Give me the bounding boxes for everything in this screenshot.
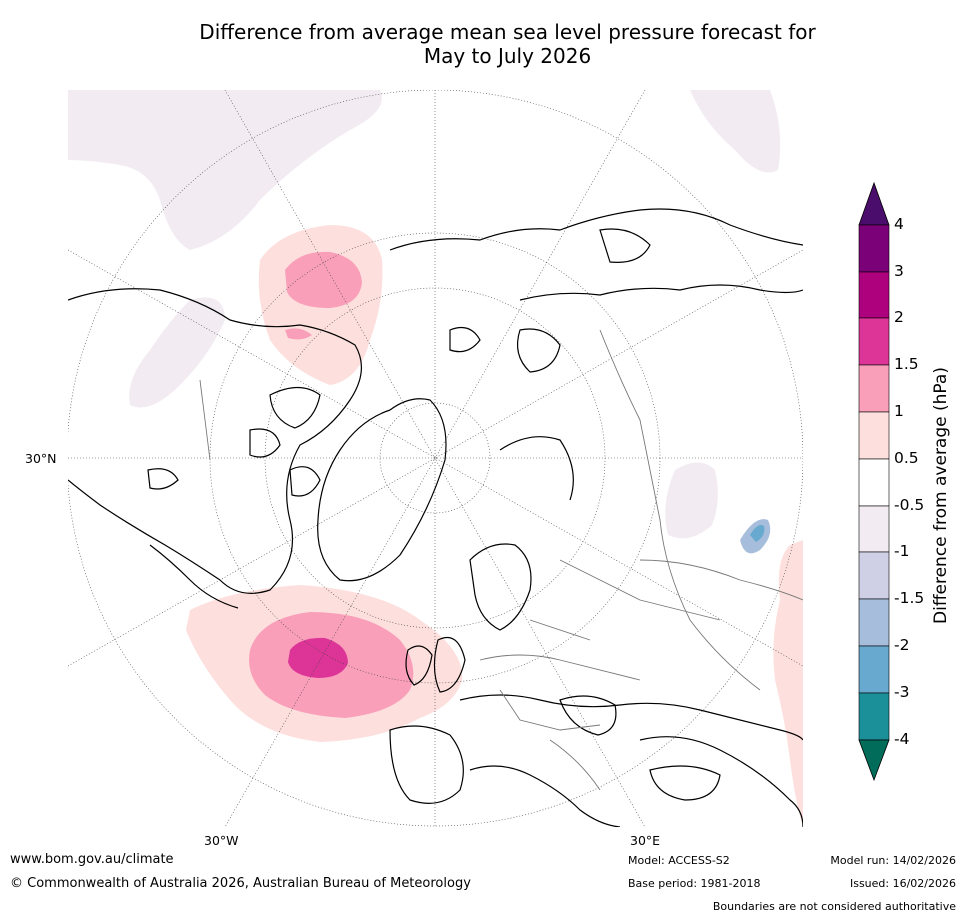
colorbar-label-2: 2 [894, 308, 904, 326]
colorbar-seg-1-1.5 [858, 364, 890, 413]
colorbar-extend-bottom [858, 739, 890, 782]
colorbar-label-1.5: 1.5 [894, 355, 919, 373]
graticule [68, 90, 803, 827]
footer-model-run: Model run: 14/02/2026 [830, 854, 956, 867]
chart-title-line2: May to July 2026 [423, 44, 592, 68]
anomaly-neg-0.5-alaska [129, 297, 225, 408]
label-30n: 30°N [25, 451, 57, 466]
colorbar-seg-neg2-neg3 [858, 645, 890, 694]
colorbar-label-neg1: -1 [894, 542, 910, 560]
colorbar-seg-neg3-neg4 [858, 692, 890, 741]
colorbar-label-neg3: -3 [894, 683, 910, 701]
footer-copyright: © Commonwealth of Australia 2026, Austra… [10, 876, 471, 891]
colorbar-label-3: 3 [894, 262, 904, 280]
colorbar-label-4: 4 [894, 215, 904, 233]
label-30w: 30°W [204, 833, 239, 848]
anomaly-pos-0.5-middle-east [773, 540, 803, 827]
colorbar-title: Difference from average (hPa) [931, 367, 951, 624]
colorbar-seg-neg0.5-neg1 [858, 505, 890, 553]
anomaly-neg-0.5-northeast [690, 90, 781, 173]
colorbar-label-neg2: -2 [894, 636, 910, 654]
colorbar-extend-top [858, 181, 890, 226]
colorbar-label-neg1.5: -1.5 [894, 589, 925, 607]
footer-issued: Issued: 16/02/2026 [849, 877, 956, 890]
chart-title: Difference from average mean sea level p… [0, 20, 965, 68]
label-30e: 30°E [630, 833, 661, 848]
footer-website[interactable]: www.bom.gov.au/climate [10, 852, 174, 867]
coastlines [68, 208, 803, 827]
anomaly-neg-0.5-russia [665, 462, 718, 539]
anomaly-pos-1-pacific-small [285, 328, 312, 340]
colorbar-seg-neg1.5-neg2 [858, 598, 890, 647]
colorbar-seg-1.5-2 [858, 317, 890, 366]
colorbar-seg-0.5-1 [858, 411, 890, 460]
footer-model: Model: ACCESS-S2 [628, 854, 730, 867]
colorbar-label-0.5: 0.5 [894, 449, 919, 467]
anomaly-pos-1-pacific [285, 251, 362, 308]
colorbar-seg-3-4 [858, 224, 890, 273]
colorbar-seg-neutral [858, 458, 890, 507]
chart-title-line1: Difference from average mean sea level p… [199, 20, 816, 44]
colorbar-label-neg4: -4 [894, 730, 910, 748]
footer-disclaimer: Boundaries are not considered authoritat… [712, 900, 956, 913]
colorbar-label-1: 1 [894, 402, 904, 420]
country-borders [199, 329, 803, 791]
colorbar-seg-neg1-neg1.5 [858, 551, 890, 600]
anomaly-neg-2.5-russia [750, 525, 765, 542]
anomaly-pos-1.5-atlantic [288, 637, 348, 678]
colorbar-label-neg0.5: -0.5 [894, 496, 925, 514]
footer-base-period: Base period: 1981-2018 [628, 877, 761, 890]
colorbar [858, 181, 890, 782]
anomaly-neg-0.5-northwest [68, 90, 382, 250]
colorbar-seg-2-3 [858, 271, 890, 319]
